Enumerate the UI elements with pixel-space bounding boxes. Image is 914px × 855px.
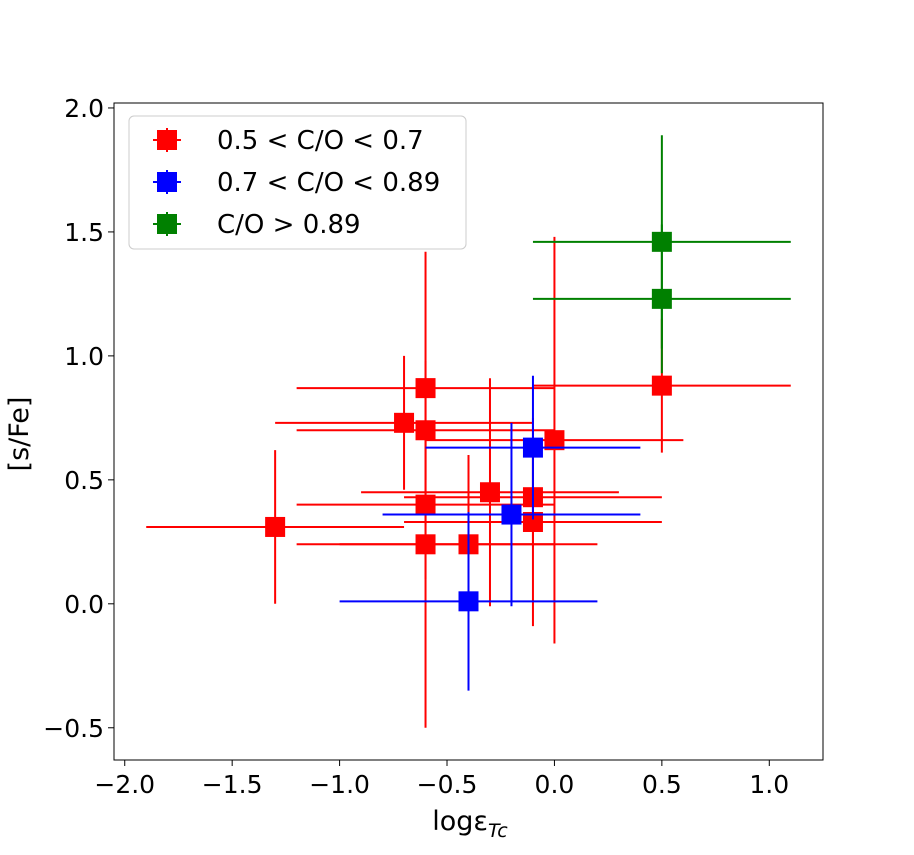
data-point [522, 511, 543, 532]
legend-marker [157, 214, 177, 234]
data-point [479, 482, 500, 503]
x-tick-label: 0.0 [535, 770, 575, 799]
y-tick-label: −0.5 [43, 714, 104, 743]
y-tick-label: 2.0 [64, 94, 104, 123]
data-layer [146, 135, 791, 728]
data-point [651, 288, 672, 309]
x-tick-label: −1.5 [202, 770, 263, 799]
x-axis-label-main: logε [432, 806, 488, 837]
x-axis-label-subscript: Tc [488, 820, 508, 842]
legend-label: C/O > 0.89 [217, 210, 361, 240]
y-tick-label: 1.5 [64, 218, 104, 247]
legend-label: 0.5 < C/O < 0.7 [217, 126, 424, 156]
data-point [522, 437, 543, 458]
x-tick-label: −2.0 [94, 770, 155, 799]
y-axis-ticks: −0.5 0.0 0.5 1.0 1.5 2.0 [43, 94, 114, 743]
legend-label: 0.7 < C/O < 0.89 [217, 168, 440, 198]
data-point [544, 430, 565, 451]
series-2 [339, 375, 641, 691]
legend-box [128, 115, 467, 250]
x-tick-label: −0.5 [417, 770, 478, 799]
x-tick-label: −1.0 [309, 770, 370, 799]
legend-marker [157, 130, 177, 150]
data-point [651, 375, 672, 396]
x-tick-label: 0.5 [642, 770, 682, 799]
y-axis-label: [s/Fe] [4, 397, 35, 472]
legend: 0.5 < C/O < 0.7 0.7 < C/O < 0.89 C/O > 0.8… [128, 115, 467, 250]
data-point [394, 412, 415, 433]
x-axis-label: logεTc [432, 806, 508, 842]
x-axis-ticks: −2.0 −1.5 −1.0 −0.5 0.0 0.5 1.0 [94, 760, 789, 799]
x-tick-label: 1.0 [749, 770, 789, 799]
data-point [265, 516, 286, 537]
y-tick-label: 0.5 [64, 466, 104, 495]
legend-marker [157, 172, 177, 192]
y-tick-label: 1.0 [64, 342, 104, 371]
data-point [458, 591, 479, 612]
y-tick-label: 0.0 [64, 590, 104, 619]
series-3 [532, 135, 791, 374]
plot-frame [113, 102, 824, 761]
data-point [501, 504, 522, 525]
